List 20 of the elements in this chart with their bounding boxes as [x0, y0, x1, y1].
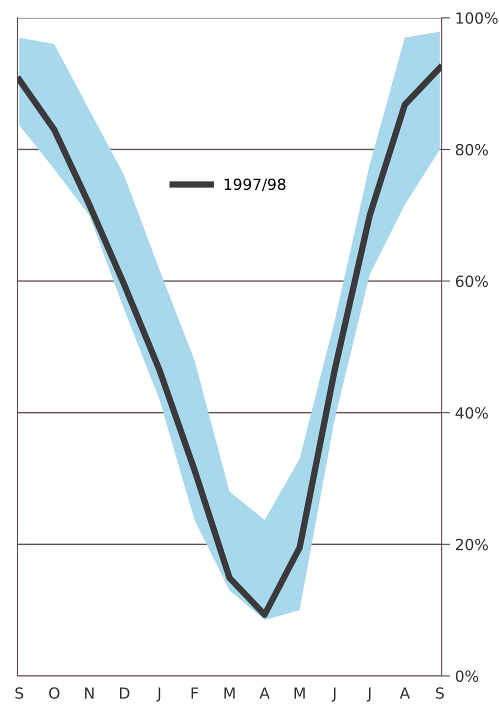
x-tick-label: O — [49, 687, 60, 699]
x-tick-label: A — [400, 688, 410, 699]
y-tick-label: 80% — [456, 144, 488, 156]
x-tick-label: F — [192, 688, 198, 699]
x-tick-label: N — [85, 688, 94, 699]
x-tick-label: J — [156, 688, 160, 702]
y-tick-label: 60% — [456, 276, 488, 288]
y-tick-label: 40% — [456, 407, 488, 419]
x-tick-label: D — [120, 688, 130, 699]
y-tick-label: 20% — [456, 538, 488, 550]
x-tick-label: J — [332, 688, 336, 702]
x-tick-label: A — [259, 688, 270, 699]
x-tick-label: S — [15, 687, 24, 699]
x-tick-label: M — [224, 688, 235, 699]
x-tick-label: S — [436, 687, 444, 699]
x-tick-label: M — [294, 688, 305, 699]
legend-label: 1997/98 — [224, 178, 286, 192]
x-tick-label: J — [366, 688, 371, 702]
y-tick-label: 100% — [456, 12, 498, 24]
y-tick-label: 0% — [456, 670, 478, 682]
